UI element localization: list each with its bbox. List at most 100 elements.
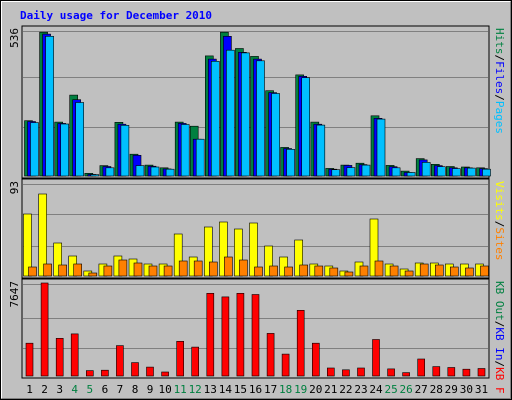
day-label-8: 8 <box>132 383 139 396</box>
day-label-20: 20 <box>309 383 322 396</box>
day-label-15: 15 <box>234 383 247 396</box>
bar-sites-day-30 <box>465 267 474 277</box>
bar-pages-day-21 <box>331 169 341 177</box>
bar-pages-day-18 <box>286 149 295 177</box>
chart-title: Daily usage for December 2010 <box>20 9 212 22</box>
bar-pages-day-9 <box>150 166 160 177</box>
legend-item-0-0: Hits <box>493 28 506 55</box>
day-label-13: 13 <box>204 383 217 396</box>
day-label-4: 4 <box>71 383 78 396</box>
day-label-21: 21 <box>324 383 337 396</box>
day-label-31: 31 <box>475 383 488 396</box>
bar-pages-day-2 <box>45 35 54 177</box>
bar-pages-day-8 <box>135 165 145 177</box>
legend-item-1-1: / <box>493 221 506 228</box>
legend-item-0-2: Files <box>493 61 506 94</box>
day-label-26: 26 <box>399 383 412 396</box>
bar-pages-day-14 <box>226 49 235 177</box>
bar-kb-f-day-20 <box>311 342 320 377</box>
bar-pages-day-29 <box>451 168 461 177</box>
bar-pages-day-19 <box>301 77 311 177</box>
bar-kb-f-day-25 <box>387 368 395 377</box>
day-label-28: 28 <box>430 383 443 396</box>
day-label-17: 17 <box>264 383 277 396</box>
bar-pages-day-5 <box>90 174 100 177</box>
bar-pages-day-26 <box>406 172 416 177</box>
day-label-5: 5 <box>86 383 93 396</box>
bar-pages-day-17 <box>271 93 280 177</box>
bar-sites-day-22 <box>344 271 354 277</box>
day-label-22: 22 <box>339 383 352 396</box>
bar-visits-day-15 <box>234 228 243 277</box>
legend-item-2-1: / <box>493 321 506 328</box>
bar-kb-f-day-21 <box>326 367 335 377</box>
bar-sites-day-13 <box>209 261 218 277</box>
bar-visits-day-24 <box>369 218 379 277</box>
bar-kb-f-day-16 <box>251 294 260 377</box>
bar-kb-f-day-11 <box>176 340 184 377</box>
bar-kb-f-day-31 <box>477 368 486 377</box>
bar-kb-f-day-22 <box>342 369 350 377</box>
bar-kb-f-day-29 <box>447 367 456 377</box>
ymax-label-kbytes: 7647 <box>8 281 21 308</box>
bar-sites-day-2 <box>43 263 52 277</box>
bar-pages-day-22 <box>346 167 356 177</box>
bar-kb-f-day-23 <box>357 367 365 377</box>
bar-sites-day-10 <box>163 265 173 277</box>
bar-pages-day-16 <box>256 60 265 177</box>
bar-kb-f-day-30 <box>462 368 471 377</box>
bar-pages-day-13 <box>211 60 220 177</box>
bar-pages-day-20 <box>316 124 326 177</box>
day-label-30: 30 <box>460 383 473 396</box>
bar-visits-day-18 <box>279 256 288 277</box>
bar-sites-day-15 <box>239 259 248 277</box>
bar-kb-f-day-17 <box>266 333 275 377</box>
day-label-27: 27 <box>415 383 428 396</box>
day-label-12: 12 <box>189 383 202 396</box>
bar-kb-f-day-12 <box>191 346 199 377</box>
legend-item-1-0: Visits <box>493 181 506 221</box>
bar-sites-day-29 <box>449 266 459 277</box>
bar-kb-f-day-3 <box>55 337 64 377</box>
bar-kb-f-day-9 <box>146 366 154 377</box>
bar-sites-day-1 <box>28 266 37 277</box>
bar-visits-day-1 <box>23 213 32 277</box>
bar-kb-f-day-13 <box>206 292 215 377</box>
bar-sites-day-17 <box>269 265 278 277</box>
legend-visits-sites: Visits/Sites <box>493 181 506 261</box>
bar-pages-day-27 <box>421 162 431 177</box>
bar-sites-day-20 <box>314 265 324 277</box>
bar-sites-day-4 <box>73 263 82 277</box>
bar-kb-f-day-8 <box>131 362 139 377</box>
legend-item-2-2: KB In <box>493 327 506 360</box>
day-label-9: 9 <box>147 383 154 396</box>
day-label-1: 1 <box>26 383 33 396</box>
bar-sites-day-16 <box>254 266 263 277</box>
bar-visits-day-16 <box>249 222 258 277</box>
day-label-29: 29 <box>445 383 458 396</box>
x-axis-day-labels: 1 2 3 4 5 6 7 8 9 10 11 12 13 14 15 16 17 18 19 20 21 22 23 24 2… <box>26 383 488 396</box>
bar-visits-day-17 <box>264 245 273 277</box>
bar-sites-day-24 <box>374 260 384 277</box>
day-label-6: 6 <box>102 383 109 396</box>
legend-item-0-3: / <box>493 94 506 101</box>
bar-kb-f-day-27 <box>417 358 426 377</box>
legend-item-0-4: Pages <box>493 101 506 134</box>
bar-sites-day-7 <box>118 259 128 277</box>
bar-sites-day-26 <box>404 270 414 277</box>
day-label-19: 19 <box>294 383 307 396</box>
day-label-2: 2 <box>41 383 48 396</box>
bar-pages-day-28 <box>436 166 446 177</box>
day-label-18: 18 <box>279 383 292 396</box>
bar-kb-f-day-26 <box>402 372 410 377</box>
bar-sites-day-19 <box>299 264 309 277</box>
bar-sites-day-18 <box>284 266 293 277</box>
bar-sites-day-9 <box>148 265 158 277</box>
bar-kb-f-day-24 <box>372 339 380 377</box>
bar-visits-day-3 <box>53 242 63 277</box>
bar-pages-day-23 <box>361 164 371 177</box>
bar-pages-day-10 <box>165 168 175 177</box>
bar-pages-day-31 <box>482 168 491 177</box>
